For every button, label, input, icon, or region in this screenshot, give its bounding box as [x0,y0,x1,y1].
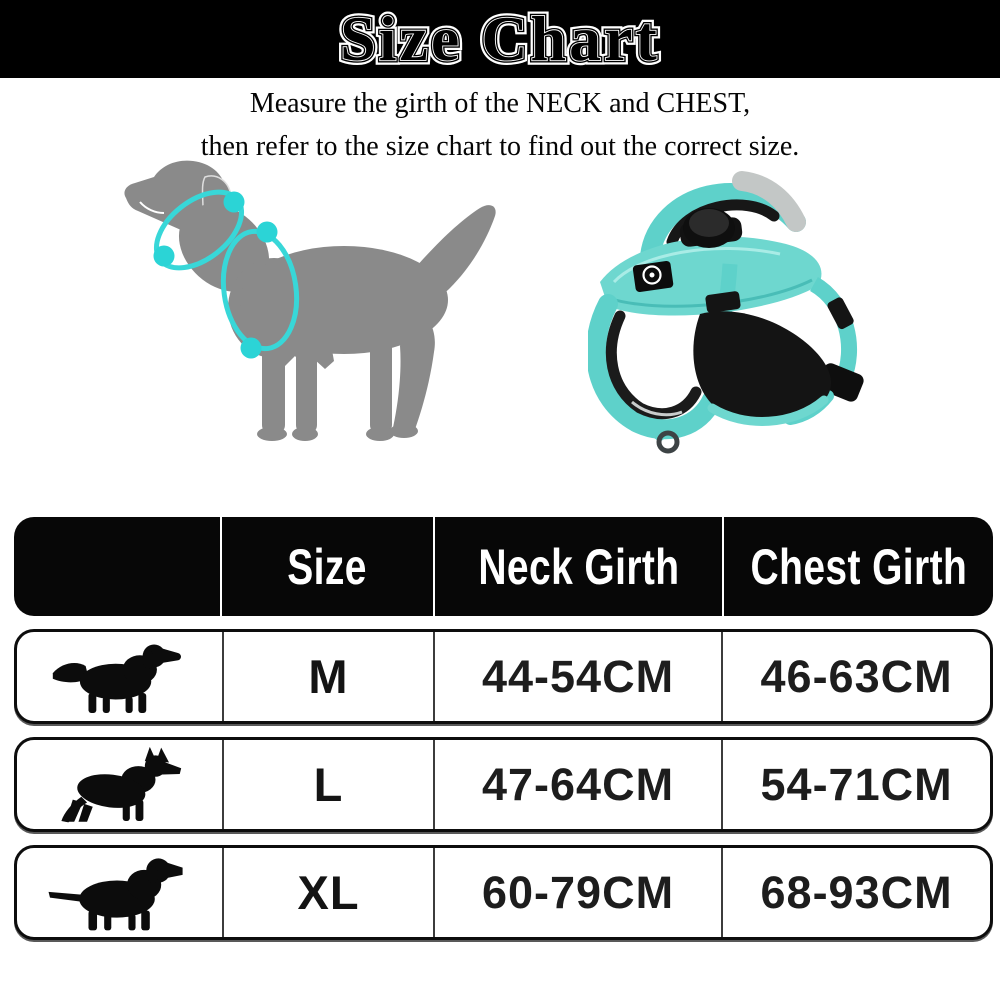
row-l-dog-cell [17,740,222,829]
page-title-outline-mid: Size Chart [338,1,660,77]
header-cell-chest-girth: Chest Girth [722,517,993,616]
row-l-neck-girth: 47-64CM [481,758,675,810]
row-xl-chest-girth: 68-93CM [760,866,953,918]
size-table: Size Neck Girth Chest Girth [14,517,993,940]
header-neck-girth-label: Neck Girth [477,538,680,595]
dog-mouth-line [139,201,165,214]
row-m-neck-girth: 44-54CM [481,650,675,702]
table-row-l: L 47-64CM 54-71CM [14,737,993,832]
header-cell-icon [14,517,220,616]
labrador-dog-icon [48,857,183,930]
row-xl-dog-cell [17,848,222,937]
row-m-chest-girth: 46-63CM [760,650,953,702]
intro-line-1: Measure the girth of the NECK and CHEST, [249,88,751,119]
page-title-core: Size Chart [340,3,660,74]
chest-measure-loop [220,221,300,359]
header-cell-size: Size [220,517,432,616]
dog-harness-product [588,171,864,454]
neck-measure-loop [153,189,245,271]
row-l-chest-girth: 54-71CM [760,758,953,810]
page-title: Size Chart Size Chart Size Chart Size Ch… [0,0,1000,79]
header-cell-neck-girth: Neck Girth [432,517,723,616]
harness-logo-patch [632,260,674,292]
row-xl-size: XL [297,866,360,919]
row-m-dog-cell [17,632,222,721]
row-xl-neck-girth: 60-79CM [481,866,675,918]
table-header-row: Size Neck Girth Chest Girth [14,517,993,616]
retriever-dog-icon [52,644,181,713]
intro-text: Measure the girth of the NECK and CHEST,… [0,82,1000,168]
intro-line-2: then refer to the size chart to find out… [200,131,800,162]
harness-d-ring [656,430,680,454]
table-row-xl: XL 60-79CM 68-93CM [14,845,993,940]
table-row-m: M 44-54CM 46-63CM [14,629,993,724]
page-title-outline-inner: Size Chart [339,2,660,75]
row-l-size: L [313,758,344,811]
title-banner: Size Chart Size Chart Size Chart Size Ch… [0,0,1000,79]
header-size-label: Size [287,538,368,595]
row-m-size: M [308,650,349,703]
page-title-outline-outer: Size Chart [336,0,662,79]
header-chest-girth-label: Chest Girth [750,538,968,595]
dog-measure-silhouette [124,160,496,441]
shepherd-dog-icon [61,746,182,822]
